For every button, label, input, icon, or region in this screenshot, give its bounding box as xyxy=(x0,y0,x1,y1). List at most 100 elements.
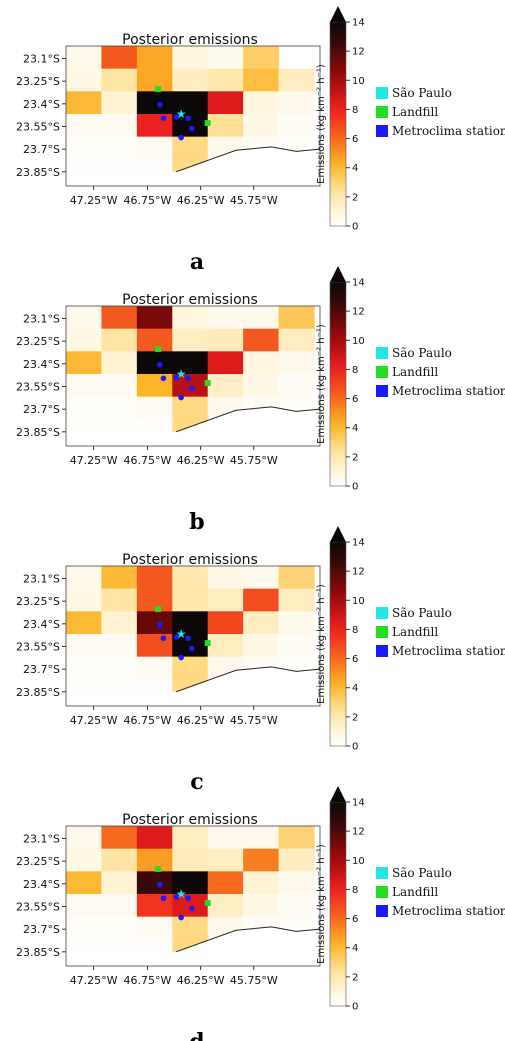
panel-letter: d xyxy=(189,1029,204,1041)
heatmap-cell xyxy=(66,679,103,692)
heatmap-cell xyxy=(136,374,173,398)
legend-label: São Paulo xyxy=(392,346,452,360)
colorbar-label: Emissions (kg km⁻² h⁻¹) xyxy=(316,64,327,184)
heatmap-cell xyxy=(101,328,138,352)
y-tick-label: 23.4°S xyxy=(23,878,60,891)
y-tick-label: 23.25°S xyxy=(16,75,60,88)
colorbar-tick-label: 10 xyxy=(352,856,365,867)
station-marker xyxy=(173,894,180,900)
legend-swatch xyxy=(376,905,388,917)
x-tick-label: 46.25°W xyxy=(177,714,225,727)
y-tick-label: 23.4°S xyxy=(23,358,60,371)
heatmap-cell xyxy=(243,611,280,635)
landfill-marker xyxy=(155,346,162,353)
x-tick-label: 47.25°W xyxy=(70,194,118,207)
y-tick-label: 23.4°S xyxy=(23,618,60,631)
station-marker xyxy=(188,905,195,912)
y-tick-label: 23.85°S xyxy=(16,946,60,959)
colorbar-tick-label: 10 xyxy=(352,336,365,347)
legend-label: Landfill xyxy=(392,885,438,899)
station-marker xyxy=(157,101,163,108)
heatmap-cell xyxy=(101,894,138,918)
chart-title: Posterior emissions xyxy=(122,32,258,48)
colorbar-tick-label: 0 xyxy=(352,1002,358,1013)
heatmap-cell xyxy=(172,136,209,160)
colorbar-tick-label: 14 xyxy=(352,18,365,29)
heatmap-cell xyxy=(172,114,209,138)
panel-letter: a xyxy=(190,249,204,275)
colorbar-tick-label: 8 xyxy=(352,885,358,896)
heatmap-cell xyxy=(172,826,209,850)
heatmap-cell xyxy=(172,588,209,612)
coastline xyxy=(175,146,321,173)
heatmap-cell xyxy=(136,68,173,92)
y-tick-label: 23.1°S xyxy=(23,832,60,845)
colorbar-tick-label: 12 xyxy=(352,47,365,58)
legend-swatch xyxy=(376,347,388,359)
heatmap-cell xyxy=(66,374,103,398)
x-tick-label: 47.25°W xyxy=(70,454,118,467)
heatmap-cell xyxy=(207,826,244,850)
y-tick-label: 23.25°S xyxy=(16,335,60,348)
heatmap-cell xyxy=(66,328,103,352)
station-marker xyxy=(185,895,192,902)
sao-paulo-star: ★ xyxy=(176,627,187,641)
station-marker xyxy=(157,621,163,628)
y-tick-label: 23.85°S xyxy=(16,166,60,179)
heatmap-cell xyxy=(101,871,138,895)
heatmap-cell xyxy=(66,91,103,115)
heatmap-cell xyxy=(66,588,103,612)
heatmap-cell xyxy=(136,939,173,952)
heatmap-cell xyxy=(101,91,138,115)
heatmap-cell xyxy=(136,871,173,895)
legend-label: Landfill xyxy=(392,105,438,119)
colorbar-tick-label: 12 xyxy=(352,567,365,578)
ocean-area xyxy=(66,926,320,966)
landfill-marker xyxy=(204,900,211,907)
heatmap-cell xyxy=(66,46,103,70)
heatmap-cell xyxy=(136,306,173,330)
chart-title: Posterior emissions xyxy=(122,552,258,568)
station-marker xyxy=(178,914,184,921)
station-marker xyxy=(178,654,184,661)
station-marker xyxy=(160,635,167,642)
heatmap-cell xyxy=(207,68,244,92)
colorbar-tick-label: 14 xyxy=(352,538,365,549)
heatmap-cell xyxy=(278,351,315,375)
colorbar-tick-label: 8 xyxy=(352,625,358,636)
heatmap-cell xyxy=(101,46,138,70)
panel-b: Posterior emissions ★ 23.1°S 23.25°S 23.4°S 2… xyxy=(16,266,505,535)
y-tick-label: 23.1°S xyxy=(23,312,60,325)
colorbar-extend-arrow xyxy=(330,786,346,802)
heatmap-cell xyxy=(101,679,138,692)
station-marker xyxy=(173,114,180,120)
y-tick-label: 23.7°S xyxy=(23,923,60,936)
heatmap-cell xyxy=(207,46,244,70)
y-tick-label: 23.55°S xyxy=(16,640,60,653)
heatmap-cell xyxy=(101,114,138,138)
station-marker xyxy=(178,134,184,141)
map-frame xyxy=(65,565,321,707)
heatmap-cell xyxy=(136,136,173,160)
heatmap-cell xyxy=(207,374,244,398)
heatmap-cell xyxy=(207,588,244,612)
legend-swatch xyxy=(376,867,388,879)
colorbar xyxy=(329,801,347,1007)
heatmap-cell xyxy=(243,871,280,895)
colorbar-tick-label: 8 xyxy=(352,365,358,376)
heatmap-cell xyxy=(278,871,315,895)
station-marker xyxy=(157,881,163,888)
station-marker xyxy=(178,394,184,401)
panel-a: Posterior emissions ★ 23.1°S 23.25°S 23.4°S 2… xyxy=(16,6,505,275)
colorbar-tick-label: 4 xyxy=(352,423,358,434)
heatmap-cell xyxy=(101,396,138,420)
heatmap-cell xyxy=(278,68,315,92)
heatmap-cell xyxy=(172,656,209,680)
colorbar-tick-label: 6 xyxy=(352,394,358,405)
colorbar-extend-arrow xyxy=(330,526,346,542)
heatmap-cell xyxy=(278,588,315,612)
colorbar-tick-label: 10 xyxy=(352,76,365,87)
heatmap-cell xyxy=(101,611,138,635)
heatmap-cell xyxy=(278,826,315,850)
panel-letter: b xyxy=(189,509,204,535)
